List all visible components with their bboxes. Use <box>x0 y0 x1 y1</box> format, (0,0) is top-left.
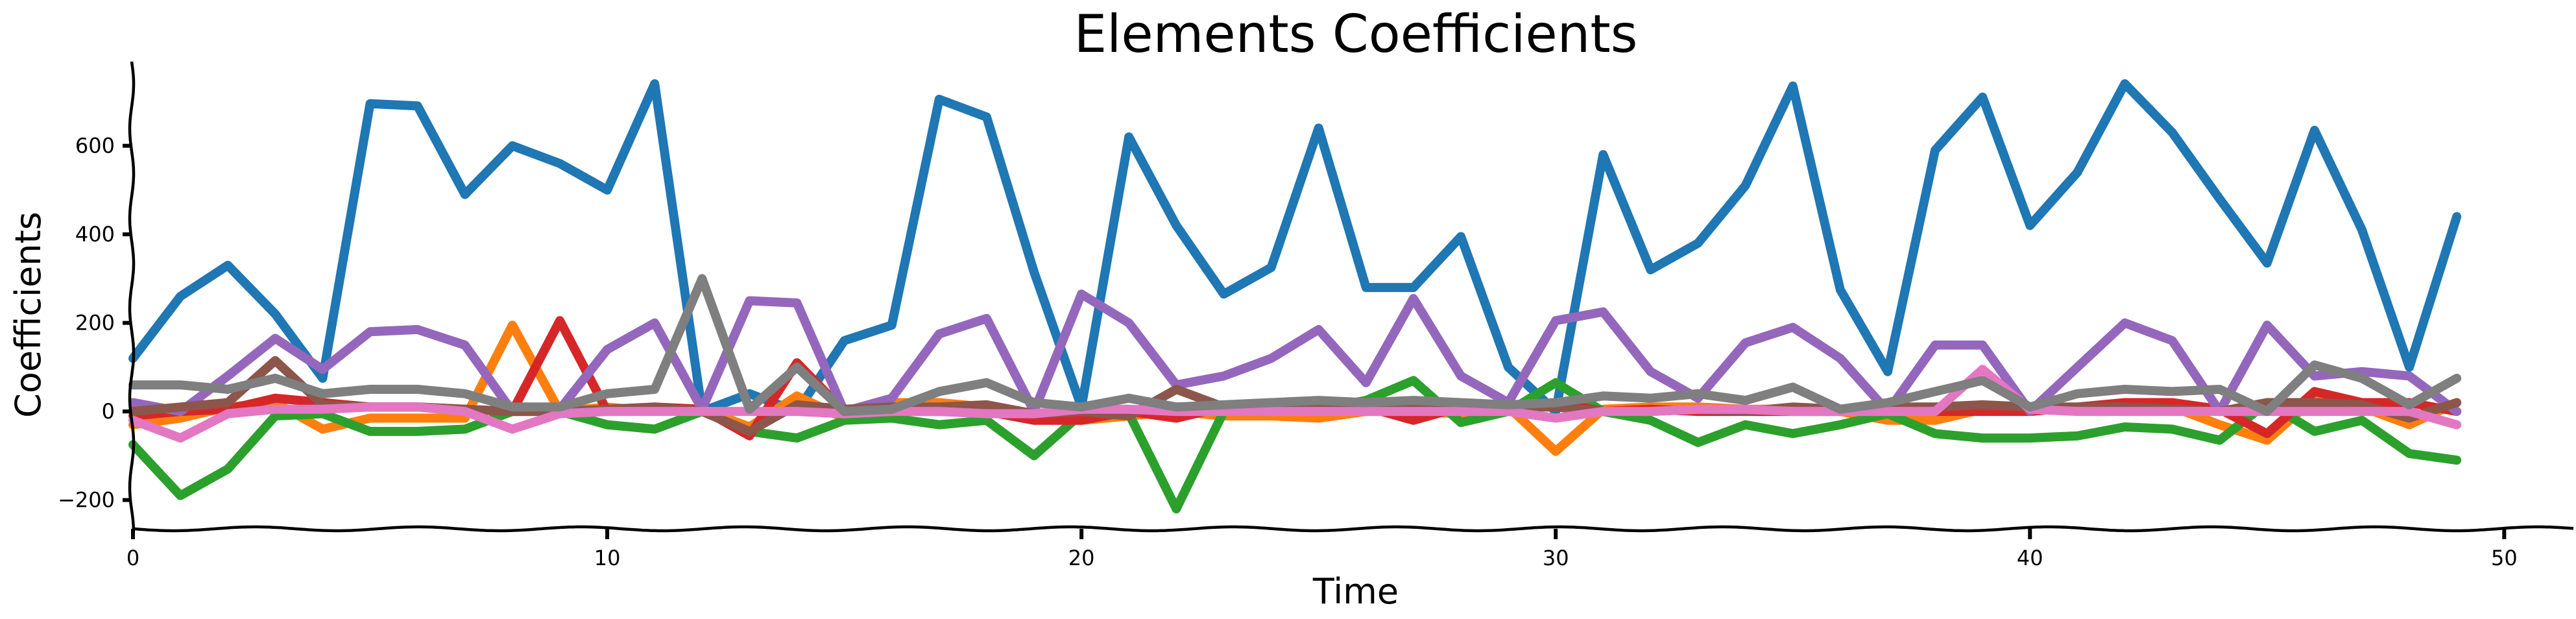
x-tick-label: 20 <box>1068 546 1095 570</box>
x-axis-line <box>132 525 2574 533</box>
y-tick-label: 600 <box>75 134 115 158</box>
y-tick-label: 200 <box>75 311 115 335</box>
y-tick-label: 400 <box>75 222 115 247</box>
series-layer <box>128 79 2462 514</box>
series-line-8 <box>128 274 2462 417</box>
x-axis-label: Time <box>1312 571 1399 612</box>
y-ticks: −200 0 200 400 600 <box>58 134 132 513</box>
x-tick-label: 40 <box>2017 546 2043 570</box>
series-line-1 <box>128 79 2462 417</box>
x-tick-label: 0 <box>126 546 139 570</box>
y-tick-label: −200 <box>58 488 115 513</box>
x-tick-label: 50 <box>2491 546 2518 570</box>
x-tick-label: 10 <box>594 546 621 570</box>
x-ticks: 0 10 20 30 40 50 <box>126 529 2518 570</box>
series-line-7 <box>128 365 2462 443</box>
y-axis-label: Coefficients <box>8 212 49 418</box>
y-tick-label: 0 <box>102 399 115 424</box>
y-axis-line <box>128 61 136 529</box>
x-tick-label: 30 <box>1543 546 1569 570</box>
chart-title: Elements Coefficients <box>1074 4 1638 64</box>
